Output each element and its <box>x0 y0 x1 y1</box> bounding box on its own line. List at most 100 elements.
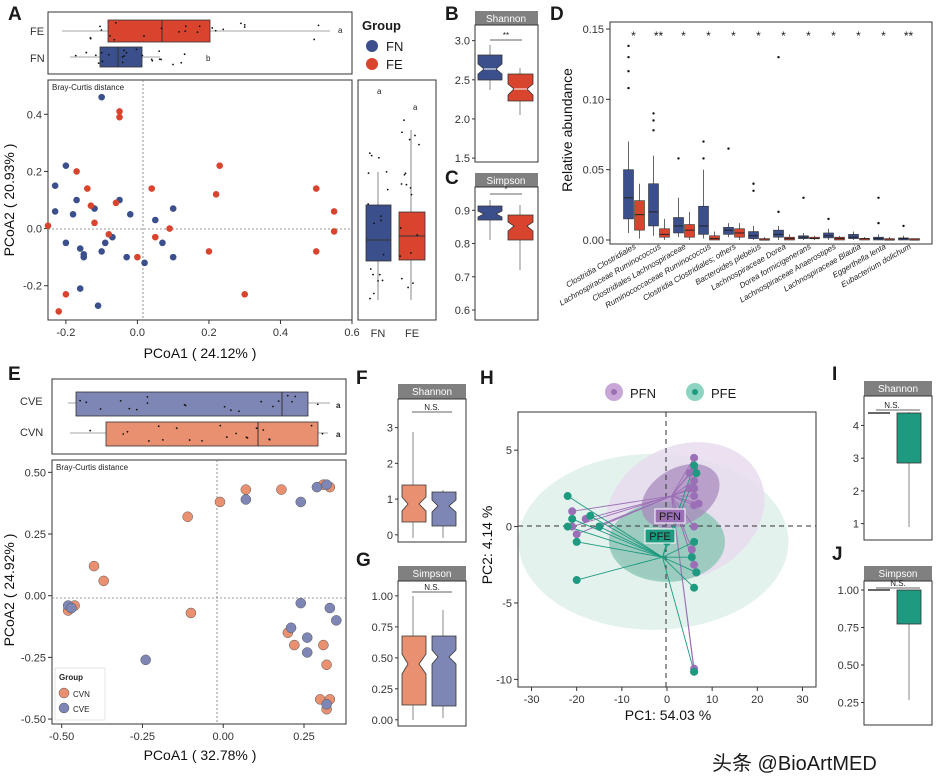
panel-h: H PFN PFE -30 -20 -10 0 10 20 30 5 0 -5 -10 PFN P… <box>479 368 817 723</box>
a-top-jitter-dot <box>101 60 104 63</box>
h-xtick-label: 10 <box>706 694 718 706</box>
e-top-jitter-dot <box>310 424 313 427</box>
h-point-pfe <box>690 667 699 676</box>
e-point-cvn <box>240 484 252 495</box>
e-xtick-label: 0.00 <box>213 731 234 743</box>
e-xtick-label: -0.50 <box>49 731 74 743</box>
e-top-jitter-dot <box>183 403 186 406</box>
panel-e-plot-frame <box>51 459 347 725</box>
a-point-fn <box>69 210 77 218</box>
i-ytick-label: 3 <box>853 453 859 465</box>
panel-h-legend: PFN PFE <box>605 383 737 401</box>
j-ytick-label: 0.50 <box>838 660 859 672</box>
f-strip: Shannon <box>412 387 452 398</box>
d-outlier <box>802 196 805 200</box>
e-top-label-cvn: CVN <box>20 427 43 439</box>
panel-a-legend: Group FN FE <box>362 18 403 72</box>
a-top-jitter-dot <box>158 50 161 53</box>
d-sig-mark: * <box>756 29 761 43</box>
h-point-pfe <box>572 576 581 585</box>
e-top-jitter-dot <box>260 400 263 403</box>
h-point-pfn <box>690 560 699 569</box>
panel-j-frame <box>863 580 933 726</box>
a-right-jitter-dot <box>407 286 410 289</box>
d-outlier <box>877 221 880 225</box>
a-legend-title: Group <box>362 18 401 33</box>
a-right-jitter-dot <box>401 131 403 134</box>
e-top-jitter-dot <box>188 439 191 441</box>
h-point-pfe <box>692 568 701 577</box>
a-top-jitter-dot <box>184 25 187 28</box>
a-point-fe <box>44 222 52 230</box>
a-right-jitter-dot <box>382 253 385 256</box>
e-top-jitter-dot <box>262 429 265 431</box>
e-point-cvn <box>88 560 100 572</box>
b-ytick-label: 3.0 <box>455 36 470 48</box>
h-point-pfn <box>690 522 699 531</box>
b-ytick-label: 2.0 <box>455 114 470 126</box>
d-sig-mark: * <box>781 29 786 43</box>
panel-a-plot-frame <box>47 79 353 321</box>
a-top-label-fn: FN <box>30 53 45 65</box>
e-tag: Bray-Curtis distance <box>56 463 129 472</box>
a-top-jitter-dot <box>183 53 186 56</box>
j-ytick-label: 0.25 <box>838 698 859 710</box>
e-top-jitter-dot <box>135 408 138 411</box>
c-ytick-label: 0.7 <box>455 272 470 284</box>
d-outlier <box>627 55 630 59</box>
a-xtick-label: 0.6 <box>344 327 359 339</box>
e-point-cve <box>311 481 323 493</box>
e-point-cve <box>301 647 313 658</box>
f-box-cve <box>431 491 457 527</box>
a-top-jitter-dot <box>121 56 124 58</box>
b-ytick-label: 1.5 <box>455 153 470 165</box>
e-top-jitter-dot <box>219 424 222 427</box>
h-legend-pfe: PFE <box>711 386 737 401</box>
panel-label-g: G <box>356 550 371 571</box>
h-point-pfn <box>694 499 703 508</box>
a-right-jitter-dot <box>414 134 416 137</box>
a-top-jitter-dot <box>214 29 217 32</box>
e-top-box-cvn <box>105 421 319 447</box>
a-point-fe <box>116 113 123 121</box>
a-top-jitter-dot <box>313 38 316 41</box>
d-box-fn <box>623 169 634 220</box>
a-point-fn <box>80 253 88 261</box>
a-top-jitter-dot <box>85 51 88 54</box>
a-point-fn <box>98 248 105 255</box>
a-right-jitter-dot <box>385 170 388 173</box>
e-top-letter-cve: a <box>336 401 341 410</box>
e-ytick-label: -0.25 <box>21 652 46 664</box>
a-right-jitter-dot <box>403 173 406 176</box>
a-right-jitter-dot <box>380 219 382 222</box>
a-point-fn <box>159 239 166 247</box>
e-point-cve <box>331 615 342 626</box>
a-point-fe <box>112 199 120 207</box>
a-right-jitter-dot <box>404 172 407 175</box>
a-top-jitter-dot <box>211 27 214 29</box>
e-top-jitter-dot <box>225 436 228 438</box>
e-point-cve <box>301 632 313 643</box>
d-box-fn <box>673 217 684 234</box>
a-top-jitter-dot <box>89 37 92 40</box>
g-box-cvn <box>401 635 427 706</box>
e-point-cve <box>240 494 252 505</box>
h-spoke-pfn <box>599 495 672 527</box>
h-spoke-pfe <box>576 541 663 558</box>
h-ylabel: PC2: 4.14 % <box>479 506 495 585</box>
a-point-fn <box>98 93 105 101</box>
d-sig-mark: * <box>831 29 836 43</box>
e-point-cvn <box>289 639 300 651</box>
a-ylabel: PCoA2 ( 20.93% ) <box>1 144 17 257</box>
e-top-jitter-dot <box>223 405 226 408</box>
a-top-jitter-dot <box>100 29 103 31</box>
a-top-jitter-dot <box>158 58 161 61</box>
a-top-jitter-dot <box>123 55 125 57</box>
a-right-jitter-dot <box>378 273 381 276</box>
h-spoke-pfn <box>671 480 695 497</box>
panel-label-d: D <box>550 4 564 25</box>
a-right-jitter-dot <box>409 186 412 189</box>
h-centroid-pfn: PFN <box>659 511 681 523</box>
e-xlabel: PCoA1 ( 32.78% ) <box>144 747 257 763</box>
h-point-pfn <box>685 484 694 493</box>
